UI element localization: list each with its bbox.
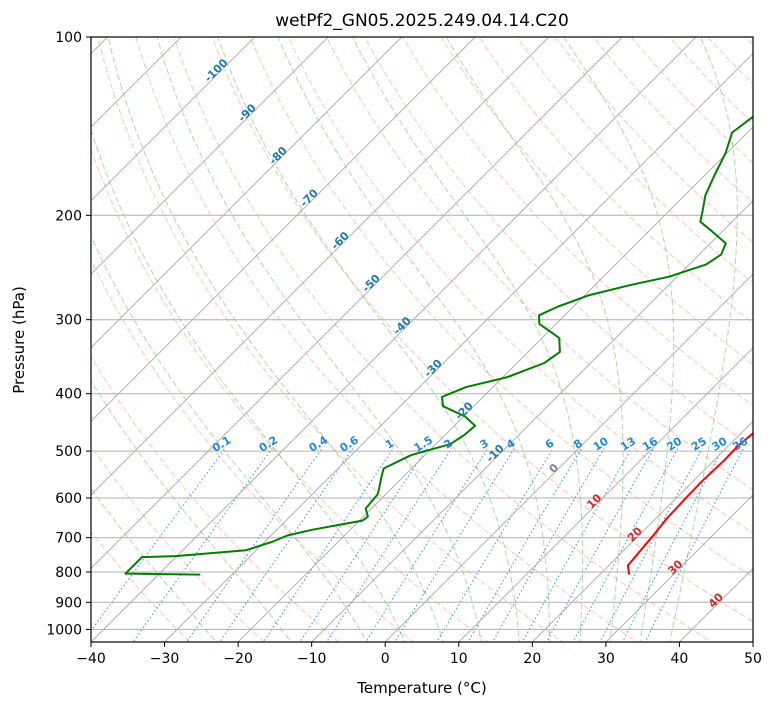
y-tick-label: 300 (55, 313, 82, 329)
y-tick-label: 700 (55, 531, 82, 547)
y-tick-label: 600 (55, 491, 82, 507)
isotherm-gridline (237, 126, 753, 642)
mixing-ratio-line (644, 448, 744, 642)
x-tick-label: 0 (381, 651, 390, 667)
dewpoint-profile (124, 115, 753, 576)
x-tick-label: −20 (223, 651, 253, 667)
dry-adiabat (91, 258, 415, 642)
x-tick-label: 20 (523, 651, 541, 667)
isotherm-gridline (384, 273, 753, 642)
x-tick-label: 40 (671, 651, 689, 667)
isotherm-gridline (91, 37, 403, 349)
x-axis-label: Temperature (°C) (356, 679, 486, 697)
y-axis: 100 200 300 400 500 600 700 800 900 1000 (46, 30, 91, 638)
y-tick-label: 900 (55, 595, 82, 611)
dry-adiabat (478, 37, 753, 324)
isotherm-gridline (164, 52, 753, 642)
isotherm-gridline (91, 37, 623, 570)
profile-lines (124, 115, 753, 576)
dry-adiabat (91, 445, 265, 642)
moist-adiabat (669, 37, 738, 642)
plot-frame (90, 36, 754, 643)
temperature-profile (626, 431, 753, 575)
dry-adiabat (91, 355, 340, 642)
isotherm-gridline (91, 37, 476, 423)
x-tick-label: 50 (744, 651, 762, 667)
dry-adiabat (173, 37, 713, 642)
isotherm-gridline (91, 37, 550, 496)
isotherm-gridline (91, 37, 697, 642)
x-axis: −40 −30 −20 −10 0 10 20 30 40 50 (76, 642, 762, 667)
isotherm-gridline (531, 420, 753, 642)
moist-adiabat (217, 37, 520, 642)
isotherm-gridline (605, 494, 753, 642)
dry-adiabat (97, 37, 564, 642)
chart-title: wetPf2_GN05.2025.249.04.14.C20 (275, 11, 569, 31)
mixing-ratio-line (599, 448, 703, 642)
x-tick-label: −40 (76, 651, 106, 667)
dry-adiabat (211, 37, 753, 623)
dry-adiabat (402, 37, 753, 407)
y-tick-label: 200 (55, 208, 82, 224)
x-tick-label: −10 (297, 651, 327, 667)
dry-adiabat (364, 37, 753, 449)
y-tick-label: 100 (55, 30, 82, 46)
x-tick-label: 30 (597, 651, 615, 667)
y-axis-label: Pressure (hPa) (10, 286, 28, 394)
dry-adiabat (287, 37, 753, 534)
y-tick-label: 400 (55, 387, 82, 403)
dry-adiabat (249, 37, 753, 578)
isotherm-gridline (458, 347, 753, 642)
isotherm-gridline (91, 37, 329, 275)
dry-adiabat (135, 37, 639, 642)
y-tick-label: 800 (55, 565, 82, 581)
y-tick-label: 1000 (46, 622, 82, 638)
mixing-ratio-line (621, 448, 724, 642)
isotherm-gridline (311, 199, 753, 642)
y-tick-label: 500 (55, 444, 82, 460)
isotherm-gridline (91, 37, 256, 202)
mixing-ratio-line (219, 448, 354, 642)
dry-adiabat (91, 148, 489, 642)
dry-adiabat (91, 531, 191, 642)
x-tick-label: −30 (150, 651, 180, 667)
x-tick-label: 10 (450, 651, 468, 667)
